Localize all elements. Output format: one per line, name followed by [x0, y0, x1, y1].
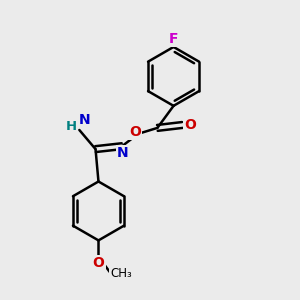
- Text: O: O: [129, 125, 141, 139]
- Text: CH₃: CH₃: [110, 267, 132, 280]
- Text: O: O: [184, 118, 196, 132]
- Text: N: N: [117, 146, 128, 160]
- Text: F: F: [169, 32, 178, 46]
- Text: O: O: [92, 256, 104, 270]
- Text: H: H: [65, 120, 77, 133]
- Text: N: N: [79, 113, 90, 127]
